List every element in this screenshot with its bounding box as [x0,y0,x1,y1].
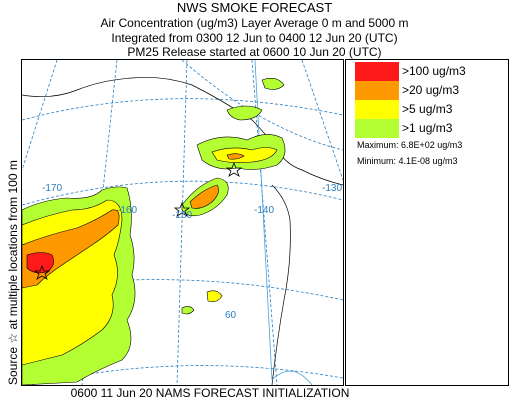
lon-label-160: -160 [117,205,138,216]
forecast-initialization: 0600 11 Jun 20 NAMS FORECAST INITIALIZAT… [70,386,350,400]
smoke-patch-east [196,134,286,170]
latitude-line [31,365,343,385]
smoke-patch-north [226,78,285,121]
source-markers [33,161,243,280]
legend-swatch [355,81,399,100]
legend-minimum: Minimum: 4.1E-08 ug/m3 [357,156,458,166]
border-lines [254,60,313,385]
concentration-legend: >100 ug/m3 >20 ug/m3 >5 ug/m3 >1 ug/m3 M… [345,59,509,386]
latitude-line [22,180,343,206]
concentration-subtitle: Air Concentration (ug/m3) Layer Average … [100,16,409,30]
lon-label-140: -140 [254,205,275,216]
longitude-line [22,60,58,171]
latitude-line [22,98,343,121]
source-star-icon [225,161,243,177]
release-start: PM25 Release started at 0600 10 Jun 20 (… [127,45,382,59]
legend-swatch [355,100,399,119]
legend-label: >100 ug/m3 [402,64,466,78]
lon-label-130: -130 [322,183,343,194]
lat-label-60: 60 [225,310,237,321]
map-canvas [22,60,343,385]
longitude-line [251,60,278,385]
source-star-icon [33,264,51,280]
legend-label: >20 ug/m3 [402,83,460,97]
smoke-patch-center [181,177,229,217]
legend-swatch [355,119,399,138]
legend-label: >1 ug/m3 [402,121,453,135]
smoke-patch-south [181,290,223,315]
legend-label: >5 ug/m3 [402,102,453,116]
longitude-line [181,60,343,151]
lon-label-170: -170 [42,183,63,194]
lon-label-150: -150 [172,210,193,221]
longitude-line [301,60,343,181]
source-star-icon [173,201,191,217]
integration-period: Integrated from 0300 12 Jun to 0400 12 J… [111,31,398,45]
longitude-line [176,60,188,385]
smoke-map: -170 -160 -150 -140 -130 60 [21,59,344,386]
legend-swatch [355,62,399,81]
smoke-plume-main [22,186,136,385]
map-title: NWS SMOKE FORECAST [176,0,333,15]
source-side-label: Source ☆ at multiple locations from 100 … [6,160,20,385]
legend-maximum: Maximum: 6.8E+02 ug/m3 [357,140,463,150]
